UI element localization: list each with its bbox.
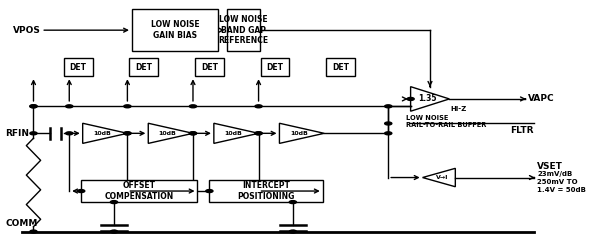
Circle shape bbox=[289, 201, 296, 204]
Circle shape bbox=[255, 132, 262, 135]
Circle shape bbox=[190, 132, 197, 135]
Circle shape bbox=[190, 132, 197, 135]
Circle shape bbox=[65, 105, 73, 108]
FancyBboxPatch shape bbox=[81, 180, 197, 202]
FancyBboxPatch shape bbox=[209, 180, 323, 202]
Text: 1.35: 1.35 bbox=[418, 94, 436, 103]
Text: RFIN: RFIN bbox=[5, 129, 29, 138]
FancyBboxPatch shape bbox=[64, 58, 92, 76]
FancyBboxPatch shape bbox=[260, 58, 289, 76]
Circle shape bbox=[289, 230, 296, 233]
FancyBboxPatch shape bbox=[227, 9, 260, 51]
FancyBboxPatch shape bbox=[195, 58, 224, 76]
Circle shape bbox=[255, 105, 262, 108]
Text: LOW NOISE
GAIN BIAS: LOW NOISE GAIN BIAS bbox=[151, 21, 199, 40]
Text: DET: DET bbox=[201, 62, 218, 72]
Circle shape bbox=[65, 132, 73, 135]
Text: LOW NOISE
RAIL-TO-RAIL BUFFER: LOW NOISE RAIL-TO-RAIL BUFFER bbox=[406, 115, 487, 128]
Circle shape bbox=[124, 132, 131, 135]
Text: VAPC: VAPC bbox=[529, 94, 555, 103]
Circle shape bbox=[124, 132, 131, 135]
Text: DET: DET bbox=[266, 62, 283, 72]
Text: DET: DET bbox=[135, 62, 152, 72]
Circle shape bbox=[30, 105, 37, 108]
Text: 10dB: 10dB bbox=[224, 131, 242, 136]
Text: DET: DET bbox=[332, 62, 349, 72]
FancyBboxPatch shape bbox=[130, 58, 158, 76]
Circle shape bbox=[30, 230, 37, 233]
Circle shape bbox=[407, 98, 414, 101]
Text: 23mV/dB: 23mV/dB bbox=[538, 171, 572, 177]
Text: 250mV TO: 250mV TO bbox=[538, 179, 578, 185]
Text: INTERCEPT
POSITIONING: INTERCEPT POSITIONING bbox=[238, 181, 295, 201]
Text: 10dB: 10dB bbox=[93, 131, 111, 136]
Circle shape bbox=[206, 189, 213, 192]
Text: VSET: VSET bbox=[538, 162, 563, 171]
Text: LOW NOISE
BAND GAP
REFERENCE: LOW NOISE BAND GAP REFERENCE bbox=[218, 15, 269, 45]
Text: COMM: COMM bbox=[5, 219, 38, 228]
Circle shape bbox=[190, 105, 197, 108]
Circle shape bbox=[110, 230, 118, 233]
FancyBboxPatch shape bbox=[326, 58, 355, 76]
Text: 10dB: 10dB bbox=[159, 131, 176, 136]
Text: DET: DET bbox=[70, 62, 87, 72]
FancyBboxPatch shape bbox=[132, 9, 218, 51]
Circle shape bbox=[255, 132, 262, 135]
Text: VPOS: VPOS bbox=[13, 26, 40, 35]
Circle shape bbox=[124, 105, 131, 108]
Circle shape bbox=[110, 201, 118, 204]
Circle shape bbox=[385, 132, 392, 135]
Circle shape bbox=[385, 122, 392, 125]
Text: 1.4V = 50dB: 1.4V = 50dB bbox=[538, 187, 586, 193]
Text: OFFSET
COMPENSATION: OFFSET COMPENSATION bbox=[104, 181, 174, 201]
Text: FLTR: FLTR bbox=[509, 126, 533, 135]
Text: HI-Z: HI-Z bbox=[451, 106, 467, 112]
Circle shape bbox=[30, 105, 37, 108]
Circle shape bbox=[77, 189, 85, 192]
Text: V→I: V→I bbox=[436, 175, 448, 180]
Text: 10dB: 10dB bbox=[290, 131, 308, 136]
Circle shape bbox=[385, 105, 392, 108]
Circle shape bbox=[30, 132, 37, 135]
